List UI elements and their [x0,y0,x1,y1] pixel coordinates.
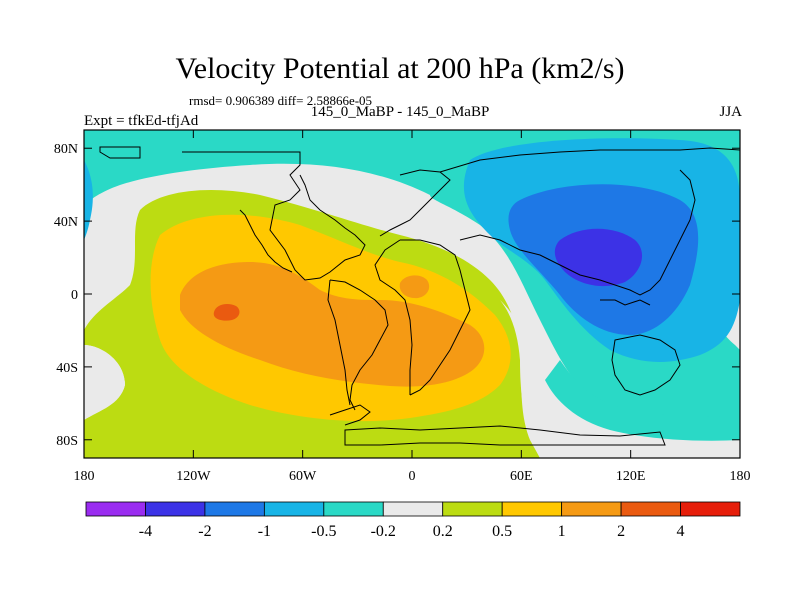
y-axis: 80N 40N 0 40S 80S [54,142,740,449]
colorbar-swatch [323,501,384,517]
colorbar-label: 0.2 [433,523,453,540]
contour-band-neg-0.2-west [84,160,93,240]
stats-string: rmsd= 0.906389 diff= 2.58866e-05 [189,93,373,108]
colorbar-label: 0.5 [492,523,512,540]
x-tick-label: 180 [74,469,95,484]
contour-band-pos-2 [213,304,240,321]
left-string: Expt = tfkEd-tfjAd [84,113,199,129]
contour-neutral-west [84,345,125,420]
colorbar-swatch [204,501,265,517]
x-tick-label: 120E [616,469,646,484]
colorbar-label: -1 [258,523,271,540]
contour-band-neg-2 [554,228,643,287]
colorbar-label: 2 [617,523,625,540]
colorbar-swatch [442,501,503,517]
outline-europe [379,169,451,237]
outline-south-america-west [327,279,351,406]
colorbar-label: 4 [677,523,685,540]
y-tick-label: 80S [56,434,78,449]
center-string: 145_0_MaBP - 145_0_MaBP [310,104,490,120]
colorbar-label: 1 [558,523,566,540]
colorbar-label: -0.2 [371,523,396,540]
outline-asia [439,147,740,173]
contour-field [84,130,740,458]
outline-australia [611,334,681,396]
colorbar-swatch [145,501,206,517]
y-tick-label: 80N [54,142,78,157]
outline-africa-west [374,239,413,395]
right-string: JJA [719,104,742,120]
outline-maritime [600,299,651,306]
outline-antarctica [344,425,666,446]
colorbar: -4 -2 -1 -0.5 -0.2 0.2 0.5 1 2 4 [85,501,741,540]
colorbar-swatch [263,501,325,517]
outline-antarctic-peninsula [329,404,371,426]
colorbar-label: -0.5 [311,523,336,540]
outline-greenland [99,146,141,159]
x-tick-label: 0 [409,469,416,484]
contour-neutral-se [545,360,740,441]
y-tick-label: 0 [71,288,78,303]
contour-band-pos-1 [180,262,485,387]
colorbar-swatch [561,501,622,517]
y-tick-label: 40S [56,361,78,376]
outline-south-america [329,279,389,411]
outline-central-america [239,209,293,273]
colorbar-swatch [620,501,681,517]
map-title: Velocity Potential at 200 hPa (km2/s) [175,52,625,85]
colorbar-label: -4 [139,523,152,540]
continent-outlines [99,146,740,446]
outline-africa [400,239,471,396]
colorbar-swatch [680,501,741,517]
colorbar-swatch [501,501,563,517]
contour-neutral-east-band [500,300,740,458]
colorbar-label: -2 [198,523,211,540]
contour-band-pos-1-patch [399,275,430,299]
x-tick-label: 60E [510,469,533,484]
colorbar-swatch [382,501,444,517]
x-tick-label: 120W [176,469,211,484]
outline-asia-south [459,169,696,296]
outline-north-america [182,151,366,281]
colorbar-swatch [85,501,146,517]
y-tick-label: 40N [54,215,78,230]
x-tick-label: 180 [730,469,751,484]
x-tick-label: 60W [289,469,317,484]
x-axis: 180 120W 60W 0 60E 120E 180 [74,130,751,484]
